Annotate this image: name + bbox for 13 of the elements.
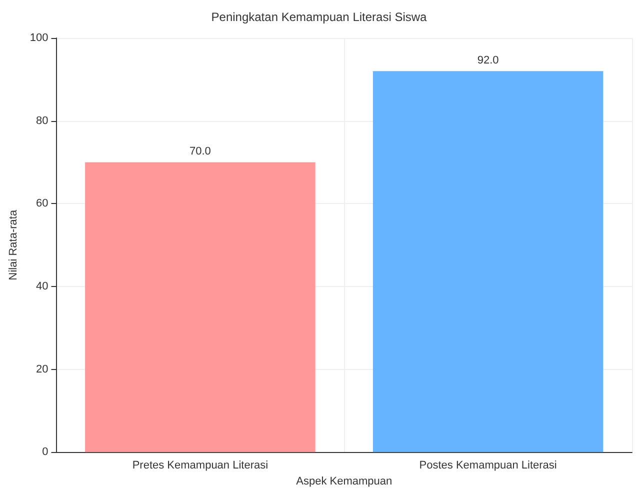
chart-title: Peningkatan Kemampuan Literasi Siswa	[211, 10, 428, 24]
y-tick-label: 60	[36, 198, 48, 210]
y-axis-title: Nilai Rata-rata	[8, 209, 20, 280]
y-tick-label: 80	[36, 114, 48, 127]
x-tick-label: Postes Kemampuan Literasi	[419, 460, 557, 472]
data-label: 70.0	[189, 146, 211, 158]
y-tick-label: 40	[36, 280, 48, 292]
x-tick-label: Pretes Kemampuan Literasi	[132, 460, 268, 472]
y-tick-label: 100	[30, 32, 48, 44]
x-axis-title: Aspek Kemampuan	[296, 476, 392, 488]
y-tick-label: 0	[42, 446, 48, 458]
data-label: 92.0	[477, 54, 499, 67]
y-tick-label: 20	[36, 363, 48, 376]
